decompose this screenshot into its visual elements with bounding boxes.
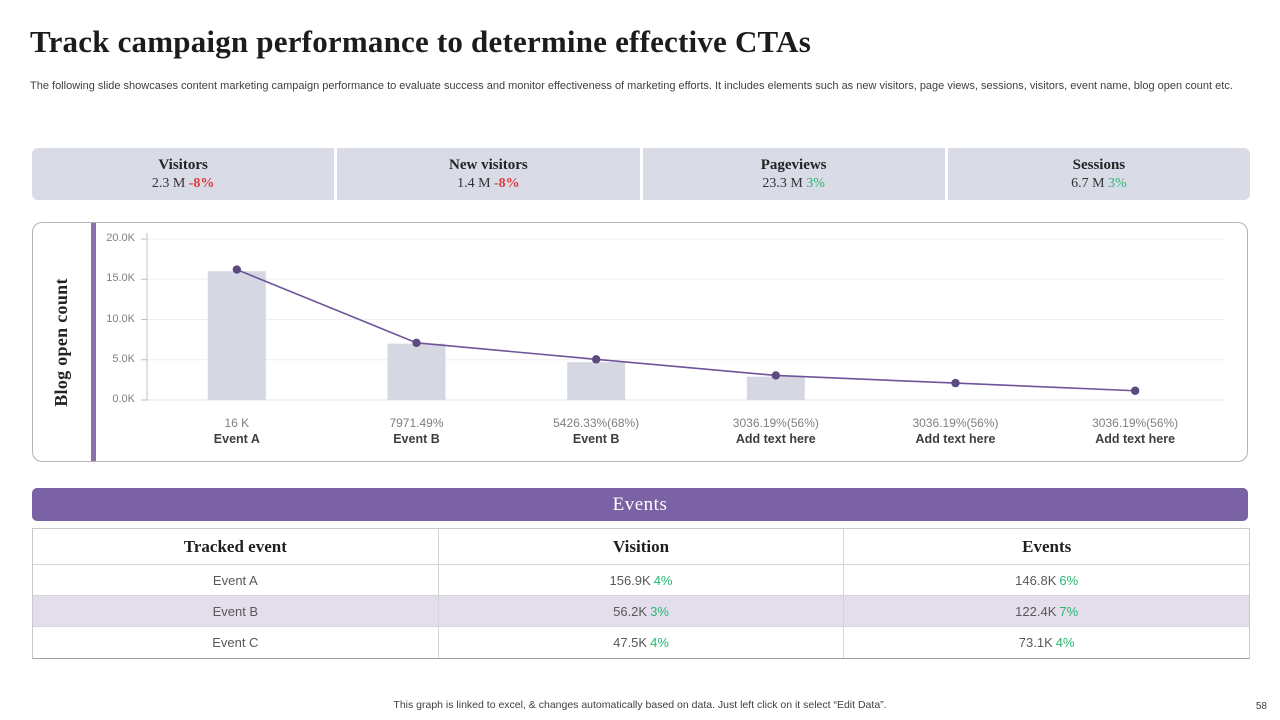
kpi-delta: -8%: [188, 175, 215, 191]
chart-accent-strip: [91, 223, 96, 461]
kpi-value: 23.3 M 3%: [762, 175, 825, 191]
events-table: Tracked event Visition Events Event A 15…: [32, 528, 1250, 659]
y-tick-label: 20.0K: [106, 232, 135, 244]
delta-badge: 7%: [1059, 604, 1079, 619]
table-row: Event A 156.9K 4% 146.8K 6%: [33, 565, 1250, 596]
kpi-label: New visitors: [449, 156, 528, 173]
delta-badge: 4%: [653, 573, 673, 588]
y-tick-label: 5.0K: [112, 352, 135, 365]
footer-note: This graph is linked to excel, & changes…: [393, 699, 887, 711]
delta-badge: 4%: [650, 635, 669, 650]
table-header-tracked-event: Tracked event: [33, 529, 439, 565]
cell-vision: 56.2K 3%: [438, 596, 845, 627]
kpi-visitors: Visitors 2.3 M -8%: [32, 148, 335, 200]
cell-vision: 156.9K 4%: [438, 565, 845, 596]
table-header-visition: Visition: [438, 529, 845, 565]
cell-event: Event C: [33, 627, 439, 658]
page-subtitle: The following slide showcases content ma…: [30, 80, 1233, 92]
delta-badge: 4%: [1055, 635, 1075, 650]
events-banner-label: Events: [612, 493, 668, 515]
y-tick-label: 15.0K: [106, 272, 135, 285]
table-header-events: Events: [844, 529, 1250, 565]
delta-badge: 3%: [650, 604, 669, 619]
kpi-pageviews: Pageviews 23.3 M 3%: [642, 148, 945, 200]
category-label: 5426.33%(68%) Event B: [553, 416, 640, 446]
table-row: Event B 56.2K 3% 122.4K 7%: [33, 596, 1250, 627]
kpi-delta: -8%: [494, 175, 520, 191]
page-number: 58: [1255, 701, 1267, 712]
kpi-delta: 3%: [1108, 175, 1127, 191]
blog-open-count-chart: Blog open count 20.0K 15.0K 10.0K 5.0K 0.0K …: [32, 222, 1248, 462]
table-header-row: Tracked event Visition Events: [33, 529, 1250, 565]
kpi-sessions: Sessions 6.7 M 3%: [947, 148, 1250, 200]
category-label: 16 K Event A: [213, 416, 260, 446]
page-title: Track campaign performance to determine …: [30, 24, 811, 59]
category-label: 3036.19%(56%) Add text here: [732, 416, 819, 446]
cell-events: 122.4K 7%: [844, 596, 1250, 627]
kpi-value: 2.3 M -8%: [151, 175, 215, 191]
events-banner: Events: [32, 488, 1248, 521]
delta-badge: 6%: [1059, 573, 1079, 588]
kpi-new-visitors: New visitors 1.4 M -8%: [337, 148, 640, 200]
kpi-value: 6.7 M 3%: [1071, 175, 1127, 191]
cell-event: Event B: [33, 596, 439, 627]
cell-events: 146.8K 6%: [844, 565, 1250, 596]
y-tick-label: 10.0K: [106, 312, 135, 325]
cell-events: 73.1K 4%: [1018, 635, 1075, 650]
category-label: 3036.19%(56%) Add text here: [1092, 416, 1179, 446]
y-tick-label: 0.0K: [112, 393, 135, 405]
table-row: Event C 47.5K 4% 73.1K 4%: [33, 627, 1249, 658]
kpi-label: Pageviews: [760, 156, 827, 173]
kpi-value: 1.4 M -8%: [457, 175, 520, 191]
kpi-delta: 3%: [806, 175, 825, 191]
cell-event: Event A: [33, 565, 439, 596]
category-label: 7971.49% Event B: [389, 416, 444, 446]
category-label: 3036.19%(56%) Add text here: [912, 416, 999, 446]
kpi-label: Visitors: [158, 156, 208, 173]
cell-vision: 47.5K 4%: [439, 627, 845, 658]
kpi-bar: Visitors 2.3 M -8% New visitors 1.4 M -8…: [32, 148, 1250, 200]
kpi-label: Sessions: [1072, 156, 1126, 173]
chart-svg: [141, 233, 1225, 401]
